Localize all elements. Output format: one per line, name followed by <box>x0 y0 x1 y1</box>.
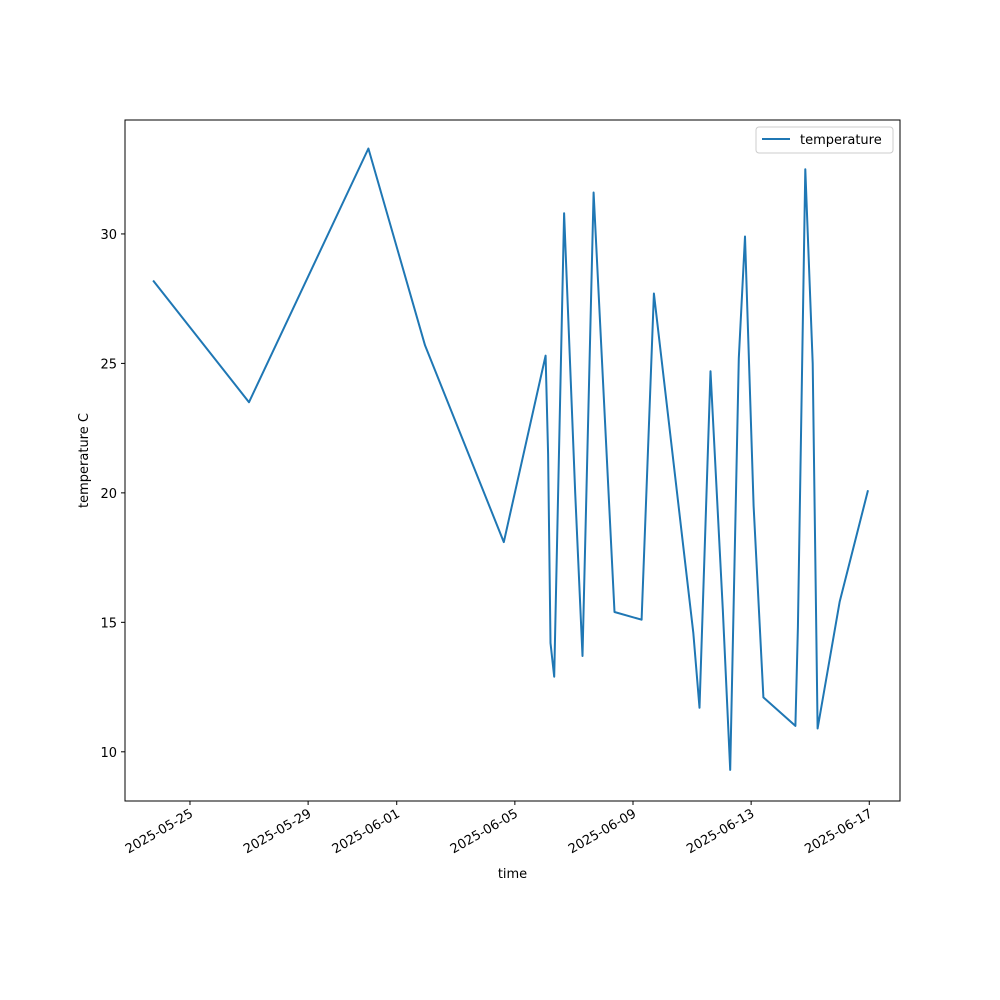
legend-entry-temperature: temperature <box>800 133 882 148</box>
y-tick-label: 10 <box>100 746 117 761</box>
y-tick-label: 15 <box>100 616 117 631</box>
x-axis-label: time <box>498 867 527 882</box>
legend-box <box>755 126 894 154</box>
y-tick-label: 25 <box>100 357 117 372</box>
y-tick-label: 20 <box>100 487 117 502</box>
y-axis-label: temperature C <box>77 413 92 508</box>
series-line-temperature <box>152 147 869 771</box>
legend: temperature <box>755 126 894 154</box>
plot-area <box>124 119 901 802</box>
y-axis: 10 15 20 25 30 <box>100 228 125 761</box>
y-tick-label: 30 <box>100 228 117 243</box>
series-layer <box>152 147 869 771</box>
plot-frame <box>124 119 901 802</box>
